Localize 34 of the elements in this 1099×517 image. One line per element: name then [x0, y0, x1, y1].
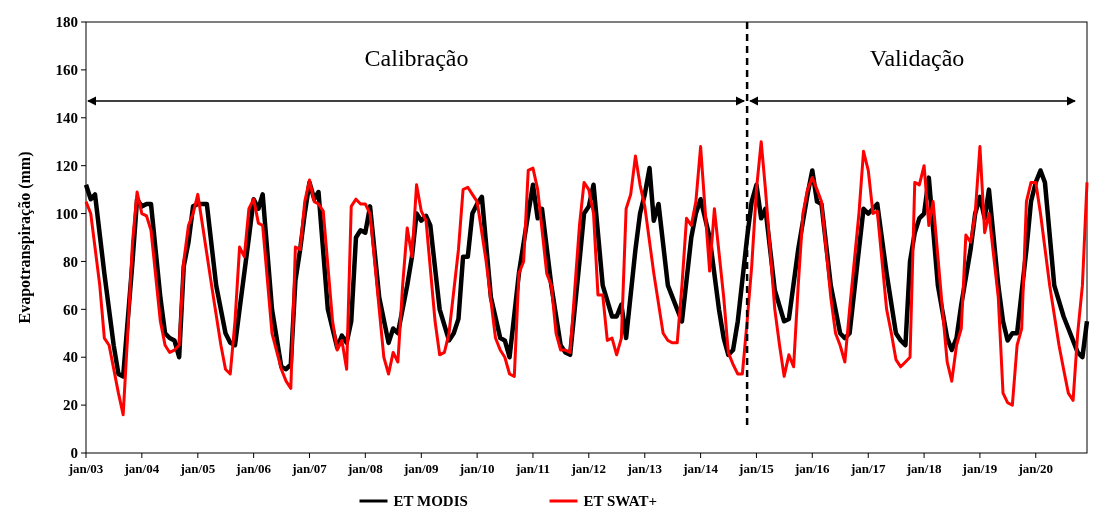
- annotation: Validação: [869, 45, 965, 71]
- x-tick-label: jan/07: [291, 461, 328, 476]
- line-series: [84, 140, 1089, 417]
- x-tick-label: jan/04: [123, 461, 160, 476]
- x-tick-label: jan/19: [961, 461, 998, 476]
- x-tick-label: jan/17: [849, 461, 887, 476]
- y-tick-label: 100: [55, 205, 78, 222]
- x-tick-label: jan/08: [346, 461, 384, 476]
- y-tick-label: 40: [63, 349, 78, 366]
- x-tick-label: jan/15: [738, 461, 775, 476]
- x-tick-label: jan/06: [235, 461, 272, 476]
- y-tick-label: 120: [55, 157, 78, 174]
- x-tick-label: jan/05: [179, 461, 216, 476]
- y-tick-label: 160: [55, 62, 78, 79]
- x-tick-label: jan/18: [905, 461, 942, 476]
- x-tick-label: jan/20: [1017, 461, 1054, 476]
- y-tick-label: 60: [63, 301, 78, 318]
- x-tick-label: jan/16: [793, 461, 831, 476]
- legend-label: ET MODIS: [393, 493, 468, 510]
- x-tick-label: jan/14: [682, 461, 719, 476]
- x-tick-label: jan/11: [514, 461, 550, 476]
- y-axis-title: Evapotranspiração (mm): [16, 151, 34, 324]
- y-tick-label: 140: [55, 110, 78, 127]
- x-tick-label: jan/03: [67, 461, 104, 476]
- x-tick-label: jan/12: [570, 461, 607, 476]
- x-tick-label: jan/13: [626, 461, 663, 476]
- x-tick-label: jan/09: [402, 461, 440, 476]
- legend-label: ET SWAT+: [583, 493, 657, 510]
- y-tick-label: 0: [70, 445, 78, 462]
- x-tick-label: jan/10: [458, 461, 495, 476]
- y-tick-label: 20: [63, 397, 78, 414]
- annotation: Calibração: [364, 45, 469, 71]
- y-tick-label: 180: [55, 14, 78, 31]
- y-tick-label: 80: [63, 253, 78, 270]
